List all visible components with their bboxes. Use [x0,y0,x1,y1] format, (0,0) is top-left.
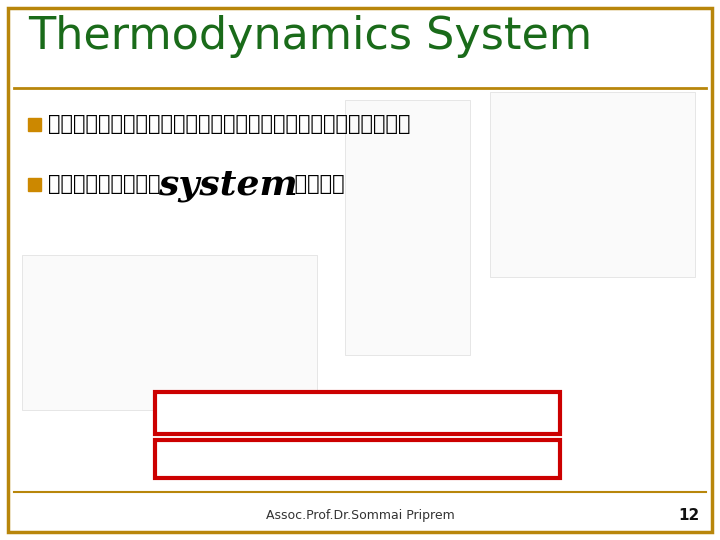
Text: Solid/Rigid Body  →  Free Body Diagram: Solid/Rigid Body → Free Body Diagram [158,404,557,422]
Text: Thermodynamics System: Thermodynamics System [28,15,592,58]
Text: เพื่อความชัดเจนในการวิเคราะห์: เพื่อความชัดเจนในการวิเคราะห์ [48,114,410,134]
Text: 12: 12 [679,508,700,523]
Text: system: system [158,167,298,201]
Text: ก่อน: ก่อน [288,174,345,194]
Bar [22,255,317,410]
Text: Fluid → System: Fluid → System [282,450,434,468]
Bar [345,100,470,355]
Text: ต้องกำหนด: ต้องกำหนด [48,174,161,194]
Bar [28,178,41,191]
Bar [155,440,560,478]
Text: Assoc.Prof.Dr.Sommai Priprem: Assoc.Prof.Dr.Sommai Priprem [266,509,454,522]
Bar [155,392,560,434]
Bar [28,118,41,131]
Bar [490,92,695,277]
